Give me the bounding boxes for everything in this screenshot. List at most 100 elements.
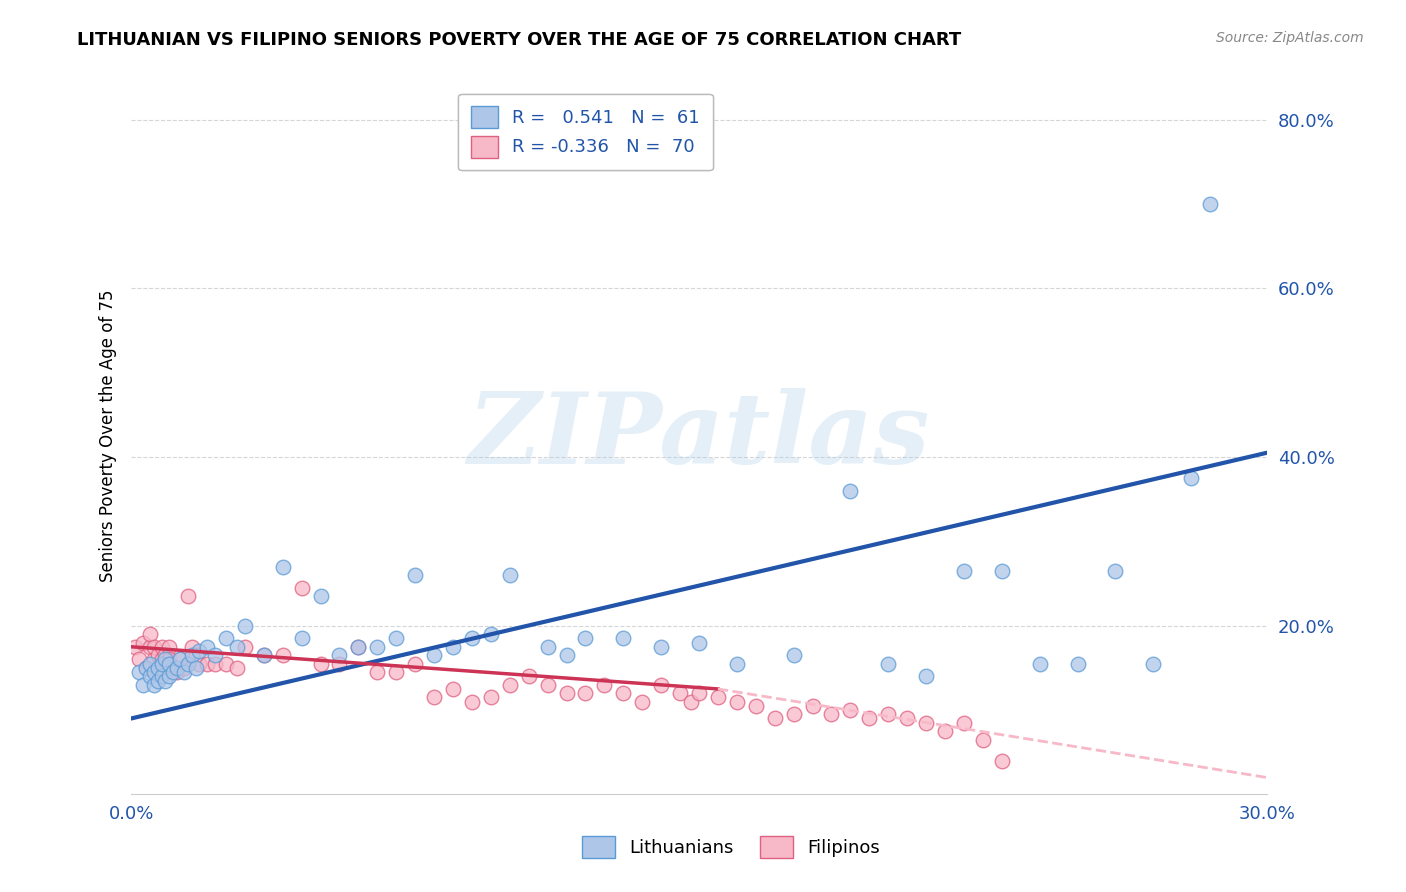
Point bbox=[166, 665, 188, 679]
Point bbox=[517, 669, 540, 683]
Point bbox=[953, 564, 976, 578]
Point bbox=[934, 724, 956, 739]
Point bbox=[707, 690, 730, 705]
Point bbox=[150, 657, 173, 671]
Point bbox=[135, 661, 157, 675]
Point bbox=[188, 657, 211, 671]
Point bbox=[461, 632, 484, 646]
Point bbox=[593, 678, 616, 692]
Point bbox=[157, 657, 180, 671]
Point bbox=[972, 732, 994, 747]
Point bbox=[1199, 197, 1222, 211]
Point bbox=[143, 640, 166, 654]
Point bbox=[309, 657, 332, 671]
Text: ZIPatlas: ZIPatlas bbox=[468, 388, 931, 484]
Point bbox=[226, 640, 249, 654]
Point bbox=[328, 648, 350, 663]
Point bbox=[915, 669, 938, 683]
Point bbox=[155, 673, 177, 688]
Point bbox=[157, 652, 180, 666]
Point bbox=[328, 657, 350, 671]
Point bbox=[499, 568, 522, 582]
Point bbox=[423, 690, 446, 705]
Point bbox=[574, 632, 596, 646]
Point bbox=[128, 665, 150, 679]
Point bbox=[204, 657, 226, 671]
Point bbox=[461, 695, 484, 709]
Legend: Lithuanians, Filipinos: Lithuanians, Filipinos bbox=[575, 829, 887, 865]
Point bbox=[385, 632, 408, 646]
Point bbox=[896, 711, 918, 725]
Point bbox=[441, 640, 464, 654]
Point bbox=[953, 715, 976, 730]
Point bbox=[146, 673, 169, 688]
Point bbox=[612, 686, 634, 700]
Point bbox=[150, 652, 173, 666]
Point bbox=[801, 698, 824, 713]
Point bbox=[366, 640, 388, 654]
Point bbox=[820, 707, 842, 722]
Point bbox=[173, 665, 195, 679]
Point bbox=[366, 665, 388, 679]
Point bbox=[150, 669, 173, 683]
Point bbox=[177, 657, 200, 671]
Point bbox=[839, 703, 862, 717]
Point bbox=[725, 657, 748, 671]
Point bbox=[763, 711, 786, 725]
Point bbox=[536, 678, 558, 692]
Point bbox=[166, 661, 188, 675]
Point bbox=[169, 652, 191, 666]
Point bbox=[631, 695, 654, 709]
Point bbox=[385, 665, 408, 679]
Point bbox=[782, 648, 804, 663]
Point bbox=[404, 568, 426, 582]
Point bbox=[180, 640, 202, 654]
Point bbox=[143, 678, 166, 692]
Point bbox=[139, 669, 162, 683]
Point bbox=[290, 581, 312, 595]
Point bbox=[347, 640, 370, 654]
Point bbox=[479, 690, 502, 705]
Point bbox=[536, 640, 558, 654]
Point bbox=[499, 678, 522, 692]
Point bbox=[195, 640, 218, 654]
Point bbox=[681, 695, 703, 709]
Point bbox=[725, 695, 748, 709]
Point bbox=[309, 589, 332, 603]
Point bbox=[184, 648, 207, 663]
Point bbox=[169, 652, 191, 666]
Point bbox=[271, 559, 294, 574]
Point bbox=[858, 711, 880, 725]
Point bbox=[233, 618, 256, 632]
Legend: R =   0.541   N =  61, R = -0.336   N =  70: R = 0.541 N = 61, R = -0.336 N = 70 bbox=[458, 94, 713, 170]
Point bbox=[188, 644, 211, 658]
Point bbox=[555, 648, 578, 663]
Point bbox=[157, 669, 180, 683]
Point bbox=[226, 661, 249, 675]
Point bbox=[253, 648, 276, 663]
Point bbox=[253, 648, 276, 663]
Point bbox=[612, 632, 634, 646]
Point bbox=[650, 640, 672, 654]
Point bbox=[155, 652, 177, 666]
Point bbox=[124, 640, 146, 654]
Point bbox=[915, 715, 938, 730]
Point bbox=[271, 648, 294, 663]
Point bbox=[688, 686, 710, 700]
Point bbox=[1180, 471, 1202, 485]
Point bbox=[162, 661, 184, 675]
Point bbox=[745, 698, 768, 713]
Point bbox=[204, 648, 226, 663]
Point bbox=[184, 661, 207, 675]
Point bbox=[423, 648, 446, 663]
Point bbox=[139, 627, 162, 641]
Point bbox=[1066, 657, 1088, 671]
Point bbox=[177, 589, 200, 603]
Point bbox=[877, 657, 900, 671]
Point bbox=[128, 652, 150, 666]
Point bbox=[146, 665, 169, 679]
Point bbox=[233, 640, 256, 654]
Point bbox=[290, 632, 312, 646]
Point bbox=[155, 648, 177, 663]
Point bbox=[669, 686, 692, 700]
